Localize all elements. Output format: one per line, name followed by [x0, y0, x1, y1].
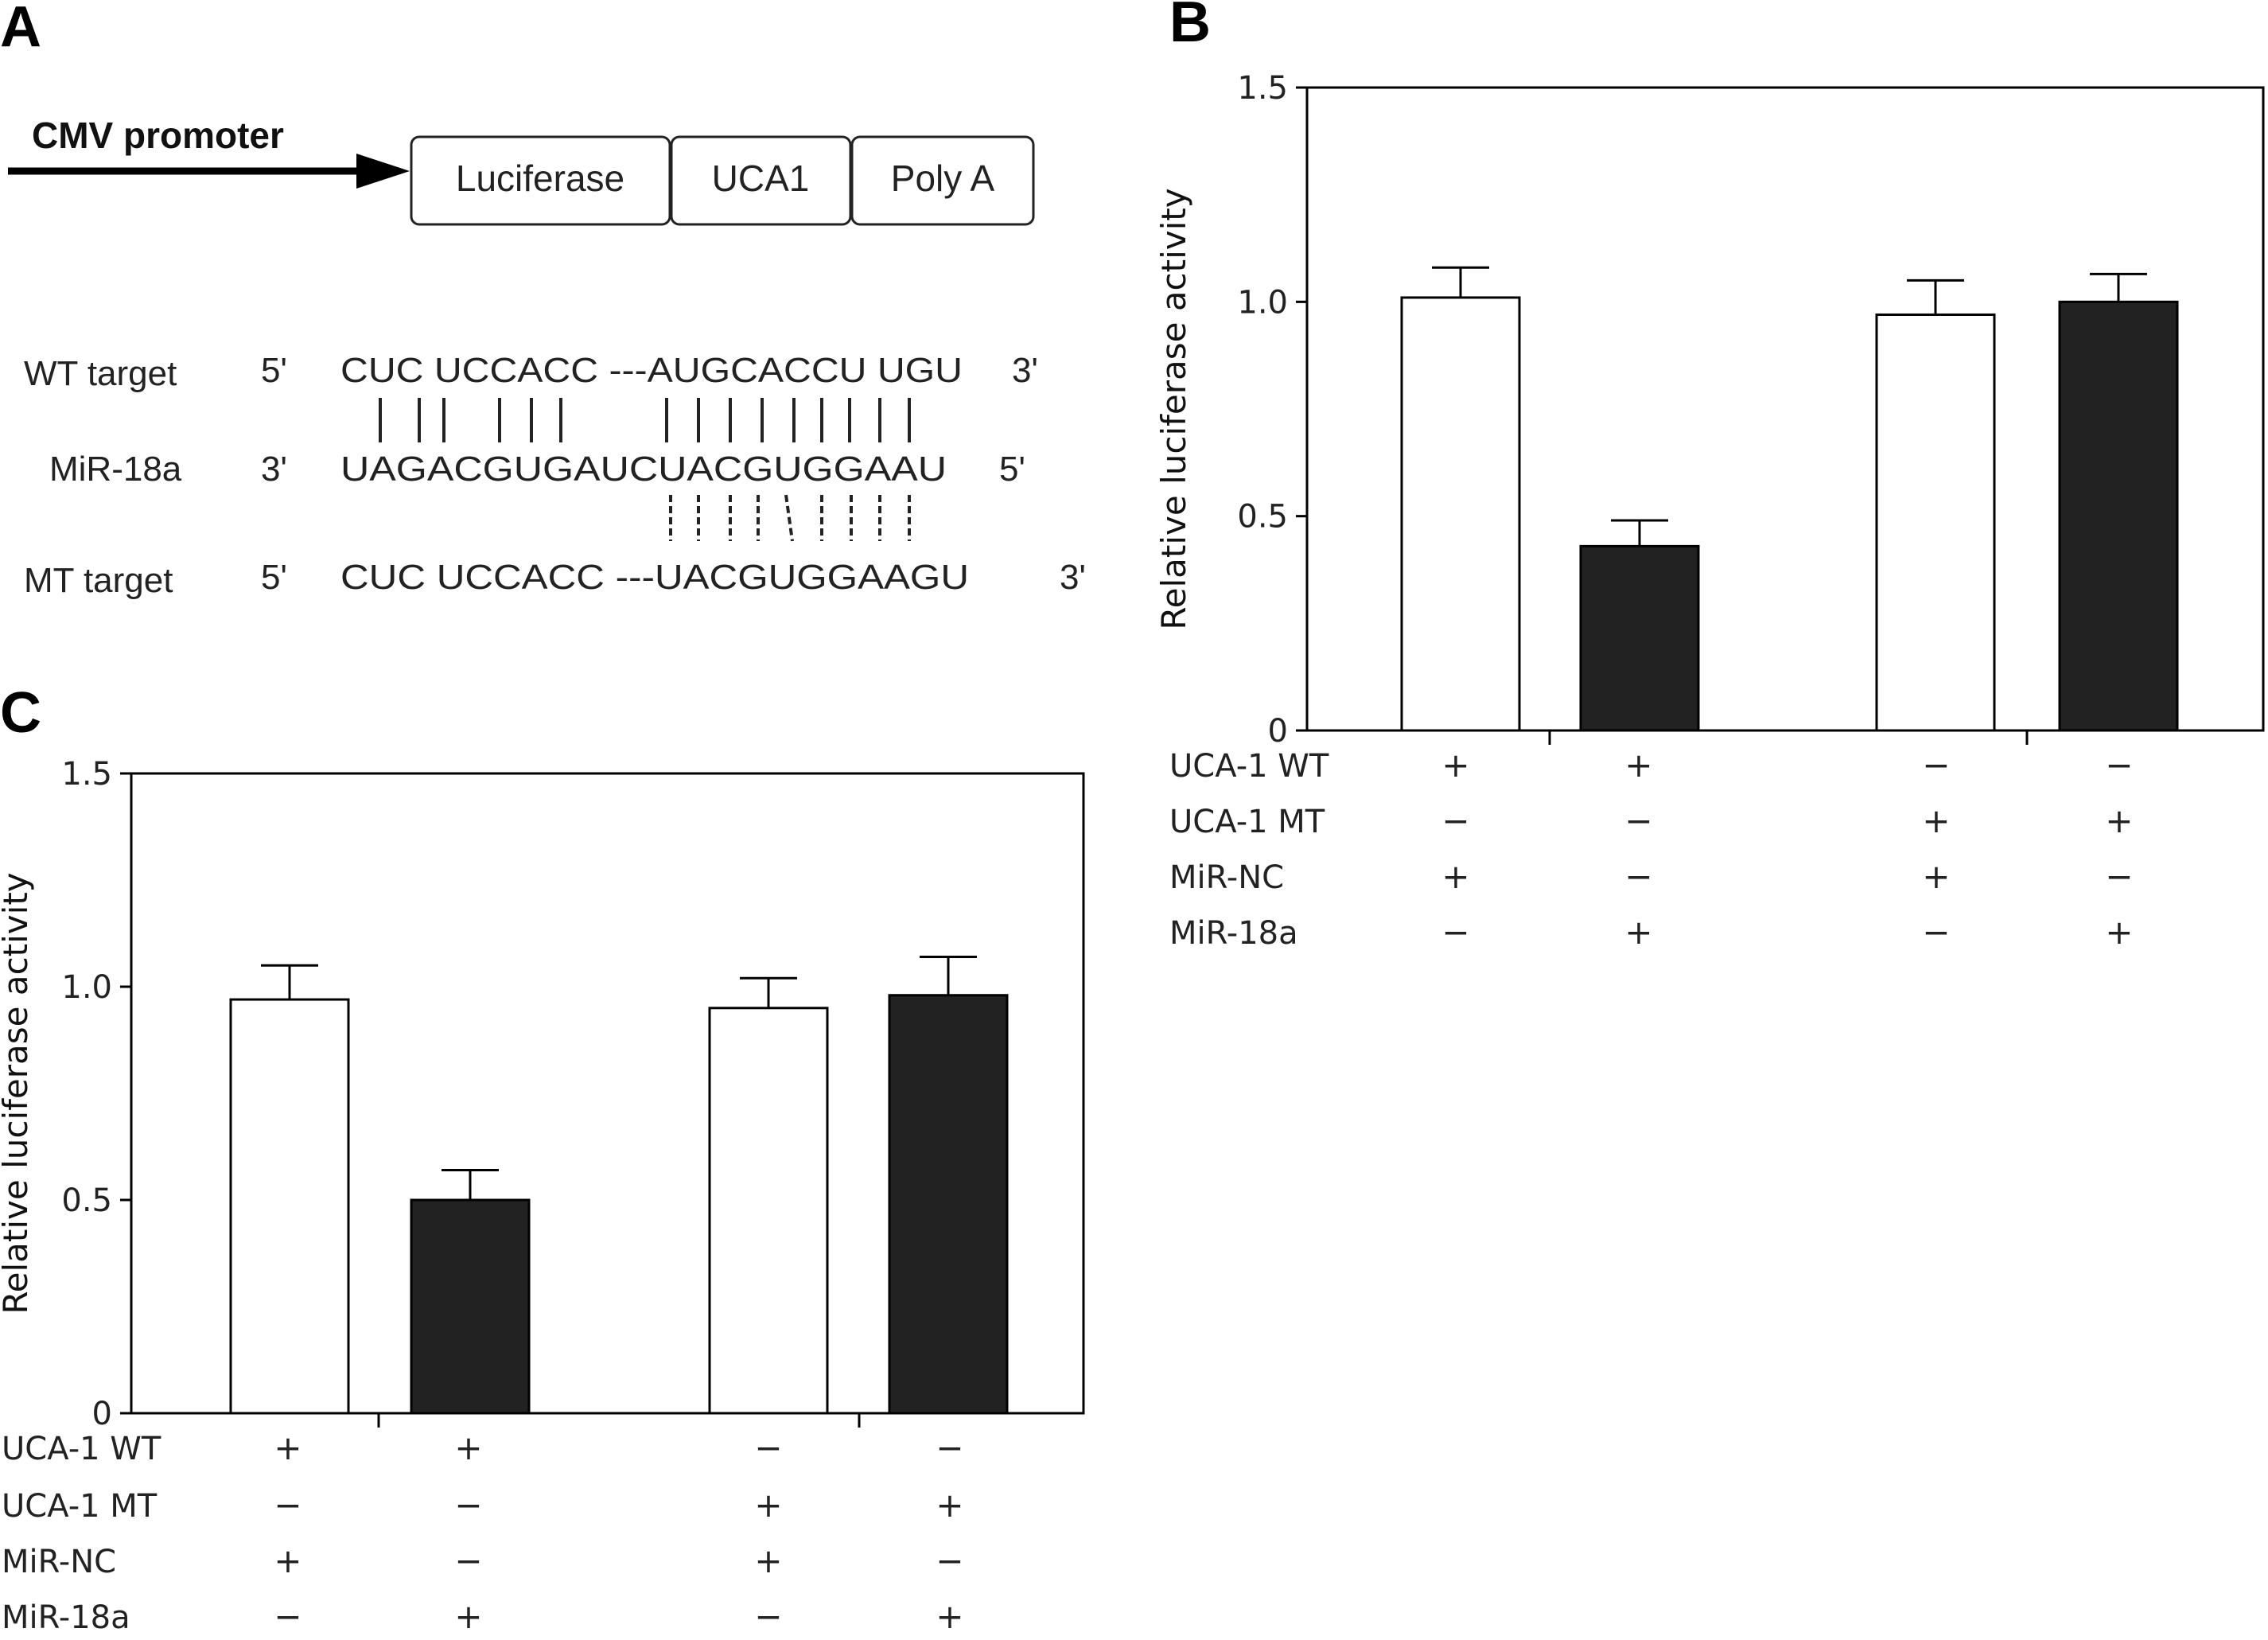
panel-label-a: A: [0, 0, 41, 59]
condition-sign: +: [2105, 913, 2133, 952]
condition-sign: +: [2105, 801, 2133, 840]
bar: [2058, 300, 2179, 732]
condition-sign: +: [936, 1486, 963, 1525]
condition-sign: −: [754, 1428, 782, 1467]
mt-target-label: MT target: [24, 561, 173, 600]
bar: [1875, 313, 1996, 732]
wt-target-label: WT target: [24, 354, 177, 393]
condition-sign: −: [454, 1486, 482, 1525]
mt-target-right-end: 3': [1060, 558, 1086, 597]
y-tick-label: 1.0: [1237, 284, 1288, 321]
panel-label-c: C: [0, 681, 41, 745]
condition-sign: −: [274, 1597, 301, 1636]
condition-row-label: UCA-1 WT: [2, 1431, 161, 1467]
polya-box-label: Poly A: [891, 158, 995, 199]
plot-frame: [130, 772, 1085, 1415]
mir18a-right-end: 5': [999, 450, 1025, 489]
condition-row-label: MiR-18a: [1169, 915, 1298, 952]
y-tick-label: 0.5: [61, 1182, 112, 1219]
chart-c: 0 0.5 1.0 1.5 Relative luciferase activity UC…: [0, 756, 1085, 1636]
condition-row-label: UCA-1 MT: [2, 1488, 158, 1525]
mir18a-left-end: 3': [261, 450, 287, 489]
luciferase-box-label: Luciferase: [456, 158, 624, 199]
condition-row-label: UCA-1 MT: [1169, 804, 1325, 840]
y-tick-label: 0: [1268, 713, 1288, 750]
wt-pairing-lines: [379, 398, 911, 442]
wt-target-right-end: 3': [1012, 351, 1038, 390]
condition-row-label: UCA-1 WT: [1169, 748, 1329, 785]
y-tick-label: 1.5: [61, 756, 112, 793]
wt-target-sequence: CUC UCCACC ---AUGCACCU UGU: [340, 351, 963, 390]
condition-sign: +: [274, 1541, 301, 1580]
y-tick-label: 0: [92, 1396, 112, 1432]
condition-sign: −: [2105, 746, 2133, 785]
condition-sign: −: [1441, 801, 1469, 840]
sequence-alignment: WT target 5' CUC UCCACC ---AUGCACCU UGU …: [24, 351, 1086, 600]
condition-sign: +: [1441, 857, 1469, 896]
y-tick-label: 0.5: [1237, 499, 1288, 536]
condition-sign: −: [2105, 857, 2133, 896]
condition-sign: +: [274, 1428, 301, 1467]
condition-sign: −: [936, 1541, 963, 1580]
condition-sign: −: [274, 1486, 301, 1525]
uca1-box-label: UCA1: [712, 158, 810, 199]
condition-sign: +: [936, 1597, 963, 1636]
condition-sign: +: [1441, 746, 1469, 785]
condition-sign: −: [1922, 746, 1950, 785]
mir18a-sequence: UAGACGUGAUCUACGUGGAAU: [340, 450, 947, 489]
plot-frame: [1305, 86, 2265, 732]
condition-sign: +: [1624, 913, 1652, 952]
condition-row-label: MiR-NC: [2, 1544, 116, 1580]
luciferase-box: [410, 135, 671, 226]
condition-sign: +: [1922, 857, 1950, 896]
mt-target-sequence: CUC UCCACC ---UACGUGGAAGU: [340, 558, 969, 597]
bar: [888, 994, 1009, 1415]
condition-sign: −: [1624, 801, 1652, 840]
condition-row-label: MiR-18a: [2, 1599, 130, 1636]
y-axis-label: Relative luciferase activity: [1154, 188, 1193, 629]
condition-sign: +: [754, 1486, 782, 1525]
condition-sign: −: [936, 1428, 963, 1467]
bar: [229, 998, 350, 1415]
uca1-box: [670, 135, 852, 226]
panel-label-b: B: [1169, 0, 1211, 54]
bar: [1579, 544, 1700, 732]
condition-sign: −: [1922, 913, 1950, 952]
y-axis-label: Relative luciferase activity: [0, 872, 35, 1314]
mt-target-left-end: 5': [261, 558, 287, 597]
bar: [1400, 296, 1521, 732]
condition-sign: +: [1624, 746, 1652, 785]
condition-sign: +: [1922, 801, 1950, 840]
condition-sign: +: [454, 1428, 482, 1467]
condition-sign: −: [754, 1597, 782, 1636]
promoter-label: CMV promoter: [32, 115, 284, 156]
y-tick-label: 1.0: [61, 969, 112, 1006]
condition-sign: +: [454, 1597, 482, 1636]
construct-schematic: CMV promoter Luciferase UCA1 Poly A: [8, 115, 1035, 226]
condition-sign: −: [454, 1541, 482, 1580]
polya-box: [850, 135, 1035, 226]
condition-sign: −: [1441, 913, 1469, 952]
y-tick-label: 1.5: [1237, 70, 1288, 107]
bar: [410, 1198, 531, 1415]
chart-b: 0 0.5 1.0 1.5 Relative luciferase activity UC…: [1154, 70, 2265, 952]
wt-target-left-end: 5': [261, 351, 287, 390]
mir18a-label: MiR-18a: [49, 450, 182, 489]
promoter-arrow-head: [356, 154, 410, 189]
condition-sign: −: [1624, 857, 1652, 896]
bar: [708, 1007, 829, 1415]
mt-pairing-lines: [669, 494, 911, 542]
condition-sign: +: [754, 1541, 782, 1580]
condition-row-label: MiR-NC: [1169, 859, 1284, 896]
